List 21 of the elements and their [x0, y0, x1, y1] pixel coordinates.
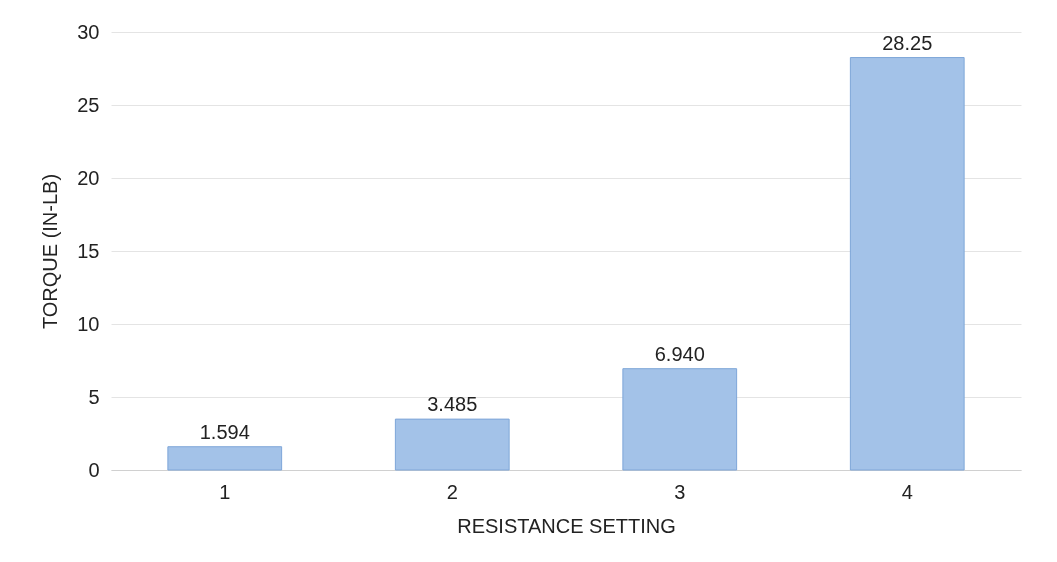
x-tick-label: 2: [446, 480, 458, 503]
y-tick-label: 5: [88, 385, 100, 408]
bar: [849, 57, 965, 471]
y-tick-label: 0: [88, 458, 100, 481]
data-label: 28.25: [882, 31, 933, 54]
bar: [622, 368, 738, 471]
data-label: 1.594: [199, 420, 250, 443]
y-tick-label: 10: [77, 312, 100, 335]
data-label: 6.940: [654, 342, 705, 365]
x-axis-title: RESISTANCE SETTING: [457, 514, 676, 537]
y-tick-label: 30: [77, 20, 100, 43]
x-tick-label: 1: [219, 480, 231, 503]
y-tick-label: 25: [77, 93, 100, 116]
data-label: 3.485: [427, 393, 478, 416]
bar: [394, 418, 510, 471]
bar: [167, 446, 283, 471]
y-axis-title: TORQUE (IN-LB): [39, 173, 62, 330]
y-tick-label: 20: [77, 166, 100, 189]
y-tick-label: 15: [77, 239, 100, 262]
x-tick-label: 4: [901, 480, 913, 503]
x-tick-label: 3: [674, 480, 686, 503]
